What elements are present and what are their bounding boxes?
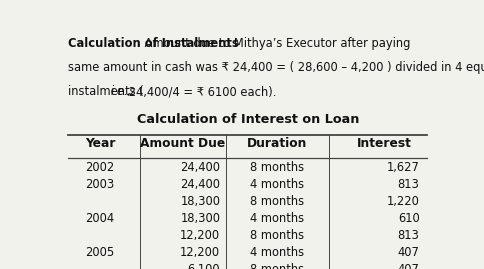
- Text: 813: 813: [397, 229, 419, 242]
- Text: same amount in cash was ₹ 24,400 = ( 28,600 – 4,200 ) divided in 4 equal: same amount in cash was ₹ 24,400 = ( 28,…: [68, 61, 484, 74]
- Text: 407: 407: [397, 263, 419, 269]
- Text: 24,400: 24,400: [180, 161, 220, 174]
- Text: 2004: 2004: [85, 212, 114, 225]
- Text: 2003: 2003: [85, 178, 115, 191]
- Text: Calculation of Instalments: Calculation of Instalments: [68, 37, 239, 51]
- Text: 8 months: 8 months: [250, 195, 304, 208]
- Text: Calculation of Interest on Loan: Calculation of Interest on Loan: [137, 113, 359, 126]
- Text: Interest: Interest: [356, 137, 410, 150]
- Text: Amount Due: Amount Due: [140, 137, 225, 150]
- Text: 6,100: 6,100: [187, 263, 220, 269]
- Text: Duration: Duration: [247, 137, 307, 150]
- Text: 610: 610: [397, 212, 419, 225]
- Text: i.e.,: i.e.,: [110, 85, 131, 98]
- Text: 12,200: 12,200: [180, 246, 220, 259]
- Text: 407: 407: [397, 246, 419, 259]
- Text: instalments (: instalments (: [68, 85, 144, 98]
- Text: 8 months: 8 months: [250, 263, 304, 269]
- Text: 4 months: 4 months: [250, 246, 304, 259]
- Text: 8 months: 8 months: [250, 161, 304, 174]
- Text: 1,220: 1,220: [386, 195, 419, 208]
- Text: Amount due to Mithya’s Executor after paying: Amount due to Mithya’s Executor after pa…: [141, 37, 410, 51]
- Text: 8 months: 8 months: [250, 229, 304, 242]
- Text: 18,300: 18,300: [180, 212, 220, 225]
- Text: 12,200: 12,200: [180, 229, 220, 242]
- Text: 24,400: 24,400: [180, 178, 220, 191]
- Text: 813: 813: [397, 178, 419, 191]
- Text: 18,300: 18,300: [180, 195, 220, 208]
- Text: 4 months: 4 months: [250, 178, 304, 191]
- Text: Year: Year: [85, 137, 115, 150]
- Text: 1,627: 1,627: [386, 161, 419, 174]
- Text: 4 months: 4 months: [250, 212, 304, 225]
- Text: 2002: 2002: [85, 161, 115, 174]
- Text: 24,400/4 = ₹ 6100 each).: 24,400/4 = ₹ 6100 each).: [125, 85, 276, 98]
- Text: 2005: 2005: [85, 246, 115, 259]
